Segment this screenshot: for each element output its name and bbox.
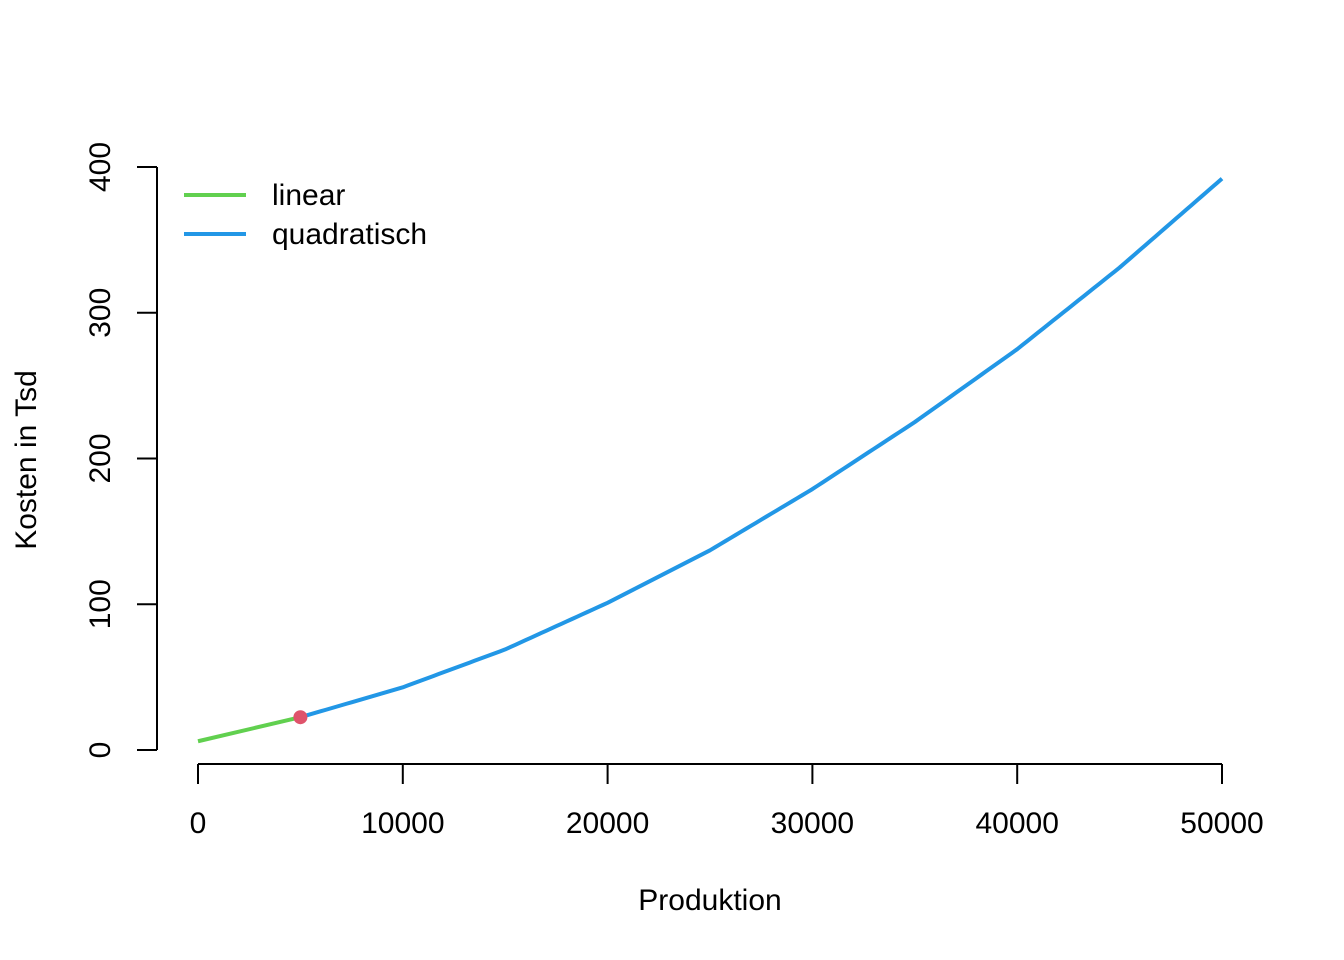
- x-axis-title: Produktion: [638, 884, 781, 917]
- x-tick-label: 30000: [771, 807, 854, 840]
- x-tick-label: 0: [190, 807, 207, 840]
- breakpoint-marker: [293, 710, 308, 725]
- legend-label-quadratisch: quadratisch: [272, 218, 427, 251]
- x-axis: 0 10000 20000 30000 40000 50000: [190, 763, 1264, 840]
- y-tick-label: 400: [84, 142, 117, 192]
- y-tick-label: 200: [84, 433, 117, 483]
- y-axis: 0 100 200 300 400: [84, 142, 158, 759]
- series-layer: [197, 177, 1224, 744]
- x-tick-label: 50000: [1180, 807, 1263, 840]
- x-tick-label: 20000: [566, 807, 649, 840]
- series-line-linear: [197, 715, 301, 744]
- x-tick-label: 40000: [975, 807, 1058, 840]
- legend: linear quadratisch: [184, 179, 427, 251]
- legend-label-linear: linear: [272, 179, 345, 212]
- x-tick-label: 10000: [361, 807, 444, 840]
- y-tick-label: 0: [84, 742, 117, 759]
- y-axis-title: Kosten in Tsd: [10, 370, 43, 550]
- y-tick-label: 300: [84, 288, 117, 338]
- series-line-quadratisch: [299, 177, 1224, 720]
- y-tick-label: 100: [84, 579, 117, 629]
- annotation-layer: [293, 710, 308, 725]
